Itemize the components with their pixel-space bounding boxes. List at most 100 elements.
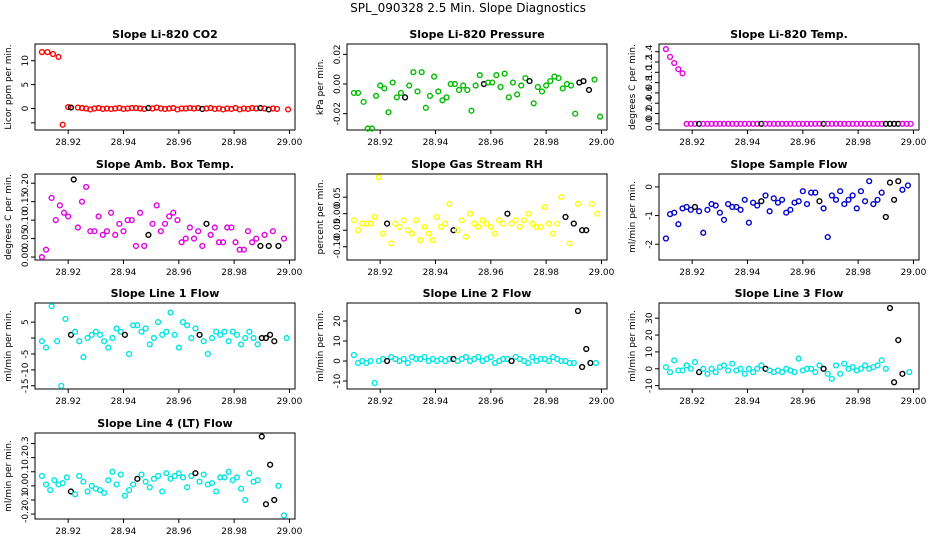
chart-title: Slope Line 1 Flow <box>111 287 220 300</box>
data-point <box>233 331 241 338</box>
data-point <box>95 213 102 220</box>
data-point <box>141 242 148 250</box>
data-point <box>820 365 827 372</box>
y-tick-label: 5 <box>21 82 31 88</box>
data-point <box>712 202 719 209</box>
data-point <box>228 224 235 231</box>
data-point <box>592 359 600 367</box>
data-point <box>530 100 537 107</box>
data-point <box>42 344 50 351</box>
y-tick-label: 1.4 <box>645 44 655 59</box>
data-point <box>237 341 245 348</box>
data-point <box>422 104 429 111</box>
data-point <box>737 365 744 372</box>
data-point <box>371 213 378 221</box>
data-point <box>63 474 70 481</box>
y-tick-label: -0.02 <box>333 102 343 125</box>
data-point <box>749 369 757 376</box>
data-point <box>271 496 278 504</box>
x-tick-label: 29.00 <box>901 138 927 148</box>
data-point <box>547 77 554 85</box>
data-point <box>886 304 894 312</box>
data-point <box>543 82 550 89</box>
x-tick-label: 29.00 <box>277 527 303 537</box>
data-point <box>828 192 835 199</box>
data-point <box>454 227 461 234</box>
data-point <box>500 220 507 227</box>
data-point <box>778 369 786 376</box>
data-point <box>462 233 470 240</box>
x-tick-label: 28.92 <box>367 397 393 407</box>
data-point <box>907 120 914 127</box>
data-point <box>538 88 546 95</box>
y-tick-label: 0.00 <box>333 74 343 94</box>
data-point <box>585 86 593 94</box>
data-point <box>49 50 57 58</box>
data-point <box>354 227 362 234</box>
x-tick-label: 28.98 <box>221 397 247 407</box>
x-tick-label: 28.92 <box>679 397 705 407</box>
data-point <box>754 202 761 209</box>
data-point <box>354 89 362 97</box>
y-tick-label: 0 <box>645 184 655 190</box>
x-tick-label: 28.98 <box>845 397 871 407</box>
data-point <box>275 482 282 489</box>
x-tick-label: 28.98 <box>533 397 559 407</box>
x-tick-label: 28.96 <box>790 397 816 407</box>
data-point <box>138 471 145 478</box>
data-point <box>545 220 553 227</box>
data-point <box>229 328 236 335</box>
data-point <box>178 239 185 246</box>
data-point <box>38 338 46 345</box>
panel-pressure: Slope Li-820 Pressure kPa per min. -0.02 0.… <box>316 28 615 148</box>
data-point <box>504 210 511 217</box>
data-point <box>671 59 678 67</box>
data-point <box>508 220 515 227</box>
data-point <box>54 338 61 345</box>
data-point <box>487 223 494 231</box>
data-point <box>675 221 682 228</box>
data-point <box>857 188 865 195</box>
data-point <box>471 220 478 227</box>
data-point <box>146 484 153 491</box>
data-point <box>749 199 757 206</box>
data-point <box>762 192 769 199</box>
data-point <box>525 210 532 217</box>
data-point <box>182 235 189 242</box>
chart-title: Slope Li-820 CO2 <box>112 28 218 41</box>
data-point <box>377 82 384 89</box>
data-point <box>38 49 46 56</box>
data-point <box>109 468 116 475</box>
data-point <box>400 355 407 363</box>
data-point <box>437 223 445 231</box>
y-tick-label: -10 <box>333 373 343 388</box>
data-point <box>195 228 202 235</box>
data-point <box>795 355 802 362</box>
data-point <box>671 209 678 216</box>
data-point <box>88 331 95 338</box>
plot-frame <box>346 302 608 390</box>
plot-frame <box>34 173 296 261</box>
y-tick-label: 0.20 <box>21 173 31 193</box>
data-point <box>770 195 777 202</box>
data-point <box>72 328 79 335</box>
data-point <box>489 79 496 86</box>
data-point <box>242 334 249 342</box>
data-point <box>275 242 282 250</box>
data-point <box>149 220 156 227</box>
data-point <box>204 350 211 358</box>
y-tick-label: 30 <box>645 312 655 324</box>
data-point <box>171 472 178 480</box>
data-point <box>475 353 482 361</box>
data-point <box>545 357 553 365</box>
x-tick-label: 29.00 <box>901 397 927 407</box>
data-point <box>163 328 170 335</box>
data-point <box>501 70 508 77</box>
data-point <box>832 196 840 203</box>
data-point <box>418 69 425 76</box>
data-point <box>392 220 399 227</box>
data-point <box>384 220 391 227</box>
panel-line1: Slope Line 1 Flow ml/min per min. -15-10 -5… <box>4 287 303 407</box>
data-point <box>554 220 561 227</box>
data-point <box>679 367 686 374</box>
